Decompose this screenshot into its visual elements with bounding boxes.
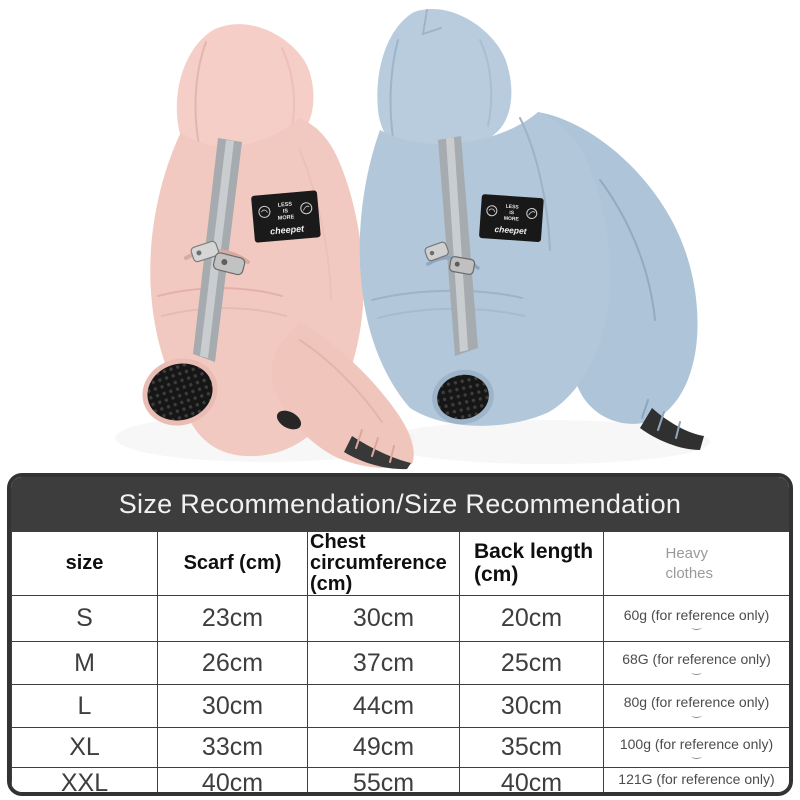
blue-shadow xyxy=(380,420,710,464)
patch-right-icon xyxy=(526,208,538,220)
patch-left-icon xyxy=(258,205,271,218)
table-row-m: M 26cm 37cm 25cm 68G (for reference only… xyxy=(11,641,789,685)
pink-sleeve xyxy=(271,322,414,469)
blue-cuff-elastic xyxy=(640,408,704,450)
size-cell: L xyxy=(11,684,158,728)
table-row-xl: XL 33cm 49cm 35cm 100g (for reference on… xyxy=(11,727,789,768)
translation-artifact: ‿ xyxy=(692,782,701,795)
pink-mesh-opening xyxy=(142,358,218,426)
back-cell: 30cm xyxy=(459,684,604,728)
chest-cell: 55cm xyxy=(307,767,460,792)
weight-cell: 100g (for reference only) ‿ xyxy=(603,727,789,768)
patch-brand-name: cheepet xyxy=(270,223,306,236)
weight-cell: 60g (for reference only) ‿ xyxy=(603,595,789,642)
translation-artifact: ‿ xyxy=(692,618,701,631)
translation-artifact: ‿ xyxy=(692,662,701,675)
chest-cell: 44cm xyxy=(307,684,460,728)
pink-hood xyxy=(176,24,314,165)
table-row-xxl: XXL 40cm 55cm 40cm 121G (for reference o… xyxy=(11,767,789,795)
size-cell: S xyxy=(11,595,158,642)
blue-mesh-opening xyxy=(432,369,494,425)
pink-brand-patch: LESS IS MORE cheepet xyxy=(251,190,321,243)
patch-motto-line3: MORE xyxy=(278,214,295,221)
scarf-cell: 33cm xyxy=(157,727,308,768)
col-header-heavy: Heavy clothes xyxy=(603,531,789,596)
table-row-s: S 23cm 30cm 20cm 60g (for reference only… xyxy=(11,595,789,642)
pink-raincoat: LESS IS MORE cheepet xyxy=(142,24,414,470)
pink-cord-lock xyxy=(184,240,250,276)
scarf-cell: 40cm xyxy=(157,767,308,792)
size-cell: XXL xyxy=(11,767,158,792)
chest-cell: 37cm xyxy=(307,641,460,685)
pink-cuff-elastic xyxy=(344,436,411,470)
patch-left-icon xyxy=(486,205,498,217)
weight-cell: 121G (for reference only) ‿ xyxy=(603,767,789,795)
scarf-cell: 30cm xyxy=(157,684,308,728)
size-table-title: Size Recommendation/Size Recommendation xyxy=(11,477,789,531)
raincoats-photo: LESS IS MORE cheepet xyxy=(142,9,710,470)
back-cell: 40cm xyxy=(459,767,604,792)
patch-brand-name: cheepet xyxy=(494,224,528,236)
patch-motto-line1: LESS xyxy=(505,204,519,211)
patch-right-icon xyxy=(300,202,313,215)
translation-artifact: ‿ xyxy=(692,705,701,718)
scarf-cell: 26cm xyxy=(157,641,308,685)
size-recommendation-panel: Size Recommendation/Size Recommendation … xyxy=(7,473,793,796)
back-cell: 20cm xyxy=(459,595,604,642)
col-header-scarf: Scarf (cm) xyxy=(157,531,308,596)
patch-motto-line2: IS xyxy=(509,210,515,216)
blue-body xyxy=(359,112,611,426)
table-row-l: L 30cm 44cm 30cm 80g (for reference only… xyxy=(11,684,789,728)
col-header-size: size xyxy=(11,531,158,596)
header-row: size Scarf (cm) Chest circumference (cm)… xyxy=(11,531,789,596)
size-cell: XL xyxy=(11,727,158,768)
size-cell: M xyxy=(11,641,158,685)
col-header-chest: Chest circumference (cm) xyxy=(307,531,460,596)
patch-motto-line2: IS xyxy=(283,208,289,214)
weight-cell: 80g (for reference only) ‿ xyxy=(603,684,789,728)
back-cell: 25cm xyxy=(459,641,604,685)
size-table: size Scarf (cm) Chest circumference (cm)… xyxy=(11,531,789,795)
blue-brand-patch: LESS IS MORE cheepet xyxy=(479,194,544,243)
back-cell: 35cm xyxy=(459,727,604,768)
chest-cell: 49cm xyxy=(307,727,460,768)
product-photo: LESS IS MORE cheepet xyxy=(142,9,710,470)
pink-leg-gap xyxy=(276,410,302,430)
chest-cell: 30cm xyxy=(307,595,460,642)
col-header-back: Back length (cm) xyxy=(459,531,604,596)
patch-motto-line3: MORE xyxy=(504,216,520,223)
blue-hood xyxy=(377,9,512,156)
weight-cell: 68G (for reference only) ‿ xyxy=(603,641,789,685)
translation-artifact: ‿ xyxy=(692,747,701,760)
patch-motto-line1: LESS xyxy=(277,201,292,208)
scarf-cell: 23cm xyxy=(157,595,308,642)
blue-cord-lock xyxy=(424,241,480,275)
blue-raincoat: LESS IS MORE cheepet xyxy=(359,9,704,450)
